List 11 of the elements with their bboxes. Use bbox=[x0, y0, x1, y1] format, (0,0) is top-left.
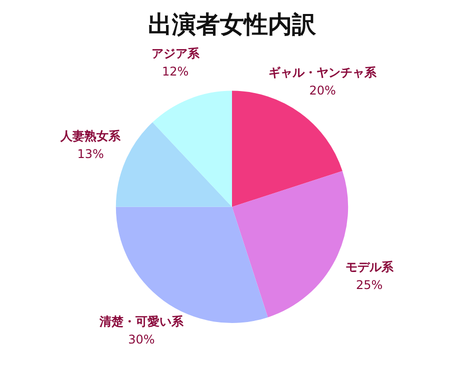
slice-label: 清楚・可愛い系 bbox=[98, 314, 184, 329]
data-label: 13% bbox=[77, 146, 104, 161]
slice-label: モデル系 bbox=[345, 260, 394, 274]
data-label: 30% bbox=[128, 332, 155, 347]
chart-title: 出演者女性内訳 bbox=[148, 10, 317, 39]
data-label: 20% bbox=[309, 83, 336, 98]
slice-label: 人妻熟女系 bbox=[60, 128, 122, 143]
data-label: 12% bbox=[162, 64, 189, 79]
slice-label: アジア系 bbox=[151, 46, 200, 61]
data-label: 25% bbox=[356, 278, 383, 292]
slice-label: ギャル・ヤンチャ系 bbox=[268, 65, 378, 80]
